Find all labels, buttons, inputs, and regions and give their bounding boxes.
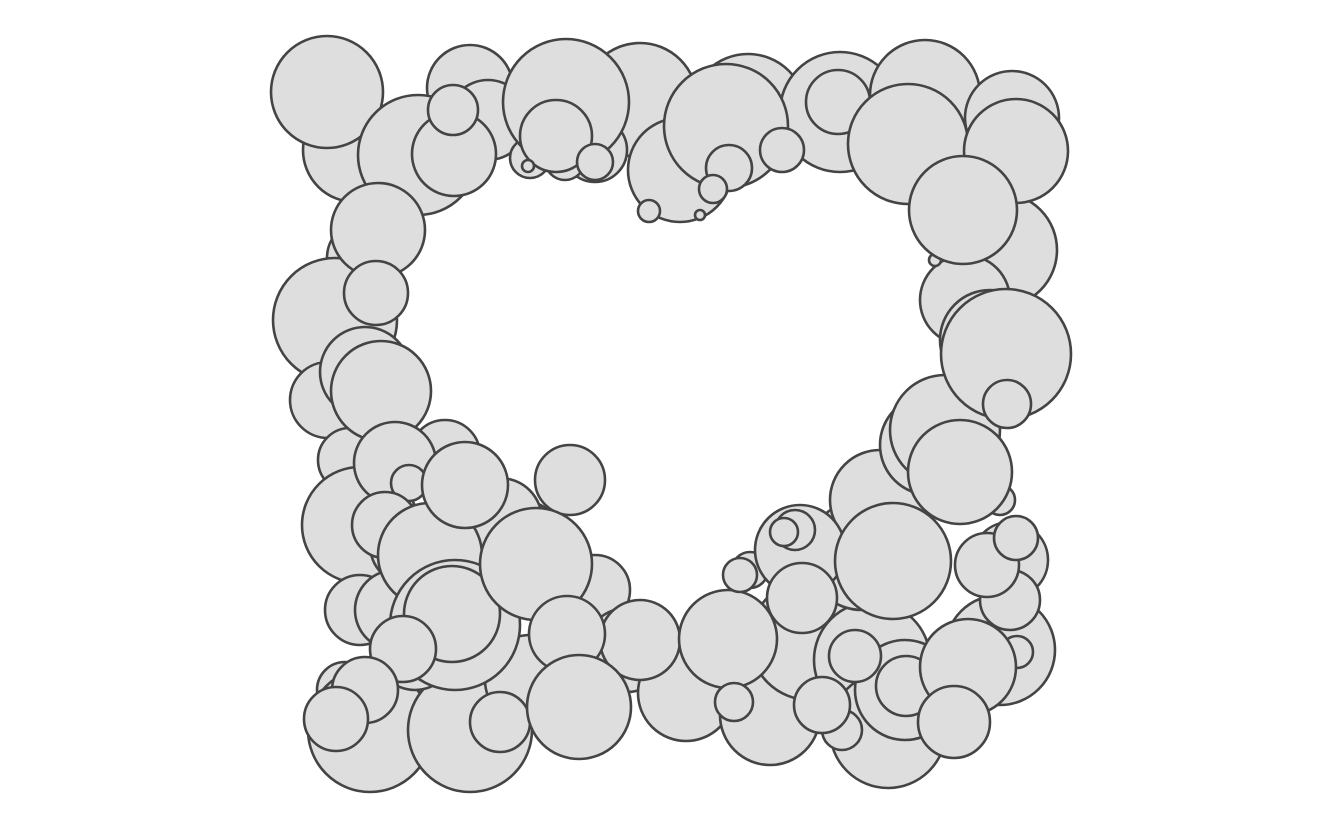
bubble-circle	[693, 208, 707, 222]
bubble-group	[269, 34, 1073, 794]
bubble-circle	[916, 684, 992, 760]
bubble-circle	[833, 501, 953, 621]
bubble-circle	[697, 173, 729, 205]
bubble-circle	[906, 418, 1014, 526]
bubble-circle	[758, 126, 806, 174]
bubble-circle	[426, 83, 480, 137]
bubble-circle	[468, 690, 532, 754]
bubble-circle	[907, 154, 1019, 266]
bubble-circle	[677, 588, 779, 690]
bubble-circle	[768, 516, 800, 548]
bubble-circle	[721, 556, 759, 594]
bubble-circle	[765, 561, 839, 635]
bubble-circle	[827, 628, 883, 684]
bubble-circle	[525, 653, 633, 761]
bubble-circle	[713, 681, 755, 723]
bubble-circle	[518, 98, 594, 174]
bubble-circle	[981, 378, 1033, 430]
bubble-circle	[575, 142, 615, 182]
bubble-circle	[992, 514, 1040, 562]
bubble-circle	[269, 34, 385, 150]
bubble-circle	[520, 158, 536, 174]
bubble-circle	[792, 675, 852, 735]
bubble-circle	[533, 443, 607, 517]
bubble-circle	[420, 440, 510, 530]
bubble-circle	[302, 685, 370, 753]
bubble-circle	[342, 259, 410, 327]
bubble-circle	[636, 198, 662, 224]
